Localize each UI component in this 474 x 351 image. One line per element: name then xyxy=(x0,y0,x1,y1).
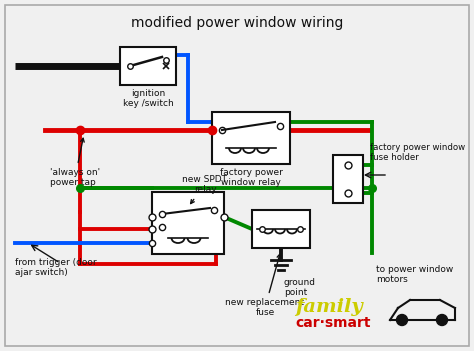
Circle shape xyxy=(437,314,447,325)
Text: family: family xyxy=(295,298,363,316)
Bar xyxy=(252,210,310,248)
Text: to power window
motors: to power window motors xyxy=(376,265,453,284)
Text: ignition
key /switch: ignition key /switch xyxy=(123,89,173,108)
Circle shape xyxy=(396,314,408,325)
Bar xyxy=(120,47,176,85)
Text: 'always on'
power tap: 'always on' power tap xyxy=(50,138,100,187)
Text: ground
point: ground point xyxy=(284,278,316,297)
Text: new replacement
fuse: new replacement fuse xyxy=(226,254,304,317)
Text: factory power
window relay: factory power window relay xyxy=(219,168,283,187)
Bar xyxy=(333,155,363,203)
Text: new SPDT
relay: new SPDT relay xyxy=(182,175,228,204)
Bar xyxy=(212,112,290,164)
Text: from trigger (door
ajar switch): from trigger (door ajar switch) xyxy=(15,258,97,277)
Text: factory power window
fuse holder: factory power window fuse holder xyxy=(370,143,465,163)
Bar xyxy=(152,192,224,254)
Text: modified power window wiring: modified power window wiring xyxy=(131,16,343,30)
Text: car·smart: car·smart xyxy=(295,316,371,330)
